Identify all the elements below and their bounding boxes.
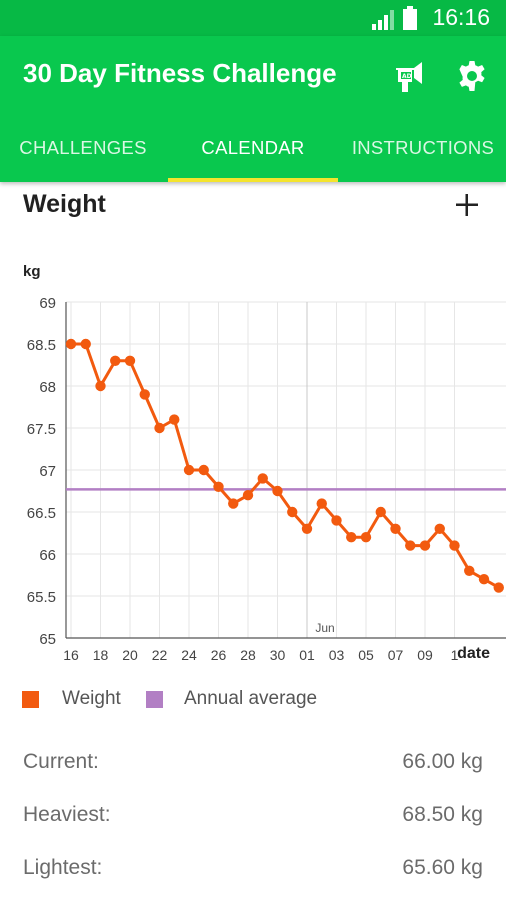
tab-instructions[interactable]: INSTRUCTIONS <box>351 137 495 158</box>
x-tick-label: 18 <box>93 647 109 663</box>
weight-series-line <box>71 342 500 589</box>
gear-icon[interactable] <box>456 60 488 92</box>
weight-data-point <box>124 355 136 366</box>
weight-data-point <box>346 532 357 543</box>
svg-text:AD: AD <box>402 73 412 80</box>
weight-data-point <box>242 490 254 501</box>
stat-lightest-label: Lightest: <box>23 856 103 879</box>
status-time: 16:16 <box>432 4 490 30</box>
x-tick-label: 01 <box>299 647 315 663</box>
x-tick-label: 30 <box>270 647 286 663</box>
weight-data-point <box>183 464 195 476</box>
x-tick-label: 16 <box>63 647 79 663</box>
status-bar: 16:16 <box>0 0 506 36</box>
x-tick-label: 20 <box>122 647 138 663</box>
weight-data-point <box>434 523 445 534</box>
y-tick-label: 68.5 <box>27 337 56 354</box>
remove-ads-icon[interactable]: AD <box>392 58 426 94</box>
stat-current-label: Current: <box>23 750 99 773</box>
weight-data-point <box>287 506 298 518</box>
weight-data-point <box>360 532 372 543</box>
x-tick-label: 05 <box>358 647 374 663</box>
legend-label-average: Annual average <box>184 688 318 709</box>
y-tick-label: 66.5 <box>27 505 56 522</box>
weight-data-point <box>331 515 342 526</box>
weight-data-point <box>139 389 150 400</box>
stat-current: Current: 66.00 kg <box>23 750 483 780</box>
y-tick-label: 66 <box>39 547 56 564</box>
battery-icon <box>403 6 417 30</box>
y-tick-label: 67.5 <box>27 421 56 438</box>
stat-heaviest: Heaviest: 68.50 kg <box>23 803 483 833</box>
x-axis-label: date <box>457 645 490 662</box>
weight-data-point <box>301 523 313 534</box>
section-title: Weight <box>23 190 106 218</box>
y-tick-label: 69 <box>39 295 56 312</box>
month-marker-label: Jun <box>315 621 334 635</box>
weight-data-point <box>95 380 106 392</box>
y-tick-label: 65 <box>39 631 56 648</box>
x-tick-label: 26 <box>211 647 227 663</box>
weight-data-point <box>464 565 475 576</box>
stat-heaviest-label: Heaviest: <box>23 803 111 826</box>
stat-heaviest-value: 68.50 kg <box>402 803 483 826</box>
weight-data-point <box>449 540 460 551</box>
y-tick-label: 67 <box>39 463 56 480</box>
y-axis-label: kg <box>23 263 41 280</box>
weight-data-point <box>405 540 416 551</box>
weight-data-point <box>110 355 121 366</box>
x-tick-label: 07 <box>388 647 404 663</box>
weight-data-point <box>65 338 77 350</box>
stat-lightest-value: 65.60 kg <box>402 856 483 879</box>
weight-data-point <box>272 485 283 497</box>
weight-data-point <box>198 464 209 476</box>
weight-chart: 65 65.5 66 66.5 67 67.5 68 68.5 69 16 18 20 22 24 26 28… <box>23 263 506 663</box>
x-tick-label: 03 <box>329 647 345 663</box>
y-tick-label: 68 <box>39 379 56 396</box>
tab-challenges[interactable]: CHALLENGES <box>19 137 147 158</box>
signal-icon <box>372 10 394 30</box>
legend-swatch-average <box>146 691 163 708</box>
weight-data-point <box>80 338 91 350</box>
tab-bar: CHALLENGES CALENDAR INSTRUCTIONS <box>0 124 506 182</box>
legend-label-weight: Weight <box>62 688 121 709</box>
x-tick-label: 1 <box>451 647 459 663</box>
stat-lightest: Lightest: 65.60 kg <box>23 856 483 886</box>
weight-data-point <box>213 481 224 492</box>
weight-data-point <box>228 498 239 509</box>
weight-data-point <box>375 506 386 518</box>
weight-data-point <box>169 414 180 425</box>
weight-data-point <box>478 574 490 585</box>
tab-indicator <box>168 178 338 182</box>
y-tick-label: 65.5 <box>27 589 56 606</box>
plus-icon[interactable] <box>452 190 482 220</box>
stat-current-value: 66.00 kg <box>402 750 483 773</box>
x-tick-label: 09 <box>417 647 433 663</box>
x-tick-label: 24 <box>181 647 197 663</box>
chart-legend: Weight Annual average <box>22 686 482 714</box>
weight-data-point <box>493 582 504 593</box>
weight-data-point <box>257 473 268 484</box>
x-tick-label: 22 <box>152 647 168 663</box>
weight-data-point <box>390 523 401 534</box>
weight-data-point <box>154 422 165 434</box>
x-tick-label: 28 <box>240 647 256 663</box>
weight-data-point <box>419 540 431 551</box>
tab-calendar[interactable]: CALENDAR <box>201 137 305 158</box>
app-title: 30 Day Fitness Challenge <box>23 58 337 88</box>
app-bar: 30 Day Fitness Challenge AD CHALLENGES C… <box>0 36 506 182</box>
weight-data-point <box>316 498 327 509</box>
legend-swatch-weight <box>22 691 39 708</box>
